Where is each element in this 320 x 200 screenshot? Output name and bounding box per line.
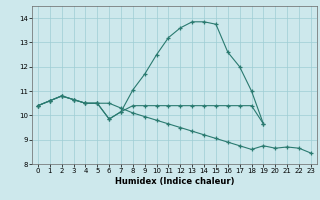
- X-axis label: Humidex (Indice chaleur): Humidex (Indice chaleur): [115, 177, 234, 186]
